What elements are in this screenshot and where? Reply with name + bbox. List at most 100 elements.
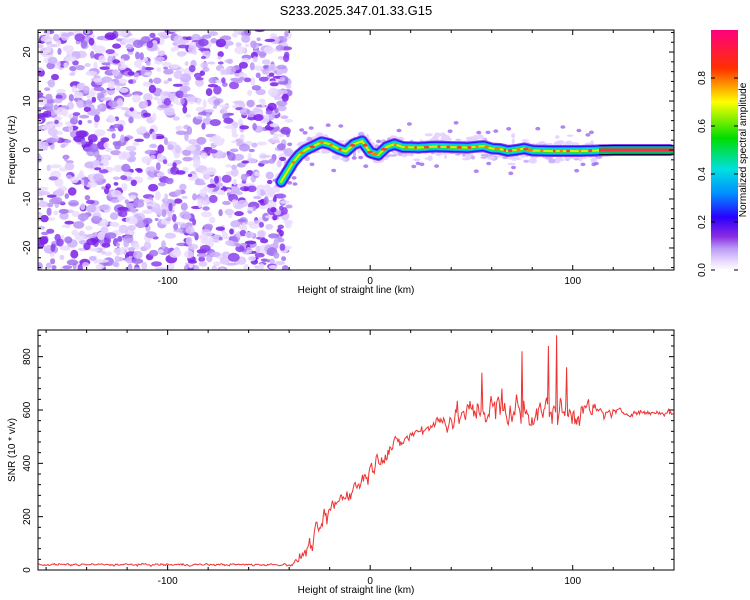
noise-blob — [103, 142, 110, 149]
ridge-halo-blob — [468, 136, 478, 142]
noise-blob — [187, 139, 199, 145]
noise-blob — [173, 223, 179, 230]
noise-blob — [86, 233, 97, 239]
colorbar-gradient — [711, 30, 738, 270]
noise-blob — [71, 85, 77, 93]
noise-blob — [167, 77, 173, 82]
noise-blob — [224, 43, 229, 50]
noise-blob — [243, 187, 249, 192]
noise-blob — [229, 81, 239, 90]
noise-blob — [54, 178, 64, 187]
noise-blob — [163, 80, 169, 85]
ridge-halo-blob — [424, 133, 433, 137]
noise-blob — [198, 256, 206, 263]
noise-blob — [38, 67, 44, 72]
noise-blob — [161, 202, 170, 212]
ridge-halo-blob — [480, 156, 487, 159]
noise-blob — [145, 231, 157, 239]
noise-blob — [246, 109, 251, 115]
noise-blob — [284, 30, 289, 38]
noise-blob — [202, 67, 210, 72]
noise-blob — [214, 175, 219, 184]
ridge-core-blob — [467, 146, 472, 149]
noise-blob — [63, 154, 68, 162]
ridge-halo-blob — [306, 137, 313, 142]
ridge-halo-blob — [358, 155, 364, 160]
noise-blob — [253, 65, 264, 71]
noise-blob — [200, 62, 209, 69]
noise-blob — [172, 83, 183, 87]
noise-blob — [84, 30, 91, 35]
noise-blob — [266, 179, 273, 185]
noise-blob — [117, 206, 129, 212]
ridge-halo-blob — [486, 161, 492, 166]
noise-blob — [154, 218, 159, 221]
y-tick-label: 0 — [22, 567, 33, 573]
ridge-halo-blob — [351, 156, 357, 160]
ridge-halo-blob — [309, 162, 315, 167]
noise-blob — [80, 138, 86, 145]
noise-blob — [129, 207, 137, 214]
noise-blob — [115, 242, 120, 248]
noise-blob — [196, 97, 201, 105]
noise-blob — [194, 144, 202, 152]
noise-blob — [268, 72, 275, 77]
noise-blob — [84, 195, 91, 201]
noise-blob — [182, 105, 188, 114]
noise-blob — [69, 176, 79, 184]
noise-blob — [218, 209, 223, 217]
noise-blob — [96, 259, 109, 263]
ridge-core-blob — [494, 147, 501, 151]
noise-blob — [197, 111, 208, 116]
noise-blob — [267, 102, 277, 111]
noise-blob — [253, 114, 264, 121]
noise-blob — [54, 119, 59, 125]
noise-blob — [93, 248, 99, 252]
noise-blob — [64, 162, 75, 171]
ridge-halo-blob — [471, 155, 475, 160]
noise-blob — [207, 149, 218, 154]
noise-blob — [205, 88, 213, 97]
noise-blob — [101, 242, 111, 248]
noise-blob — [79, 170, 84, 177]
noise-blob — [146, 61, 151, 66]
noise-blob — [172, 213, 177, 223]
noise-blob — [118, 65, 127, 70]
noise-blob — [93, 61, 98, 70]
ridge-halo-blob — [487, 156, 496, 160]
ridge-halo-blob — [376, 139, 382, 144]
noise-blob — [129, 194, 137, 200]
noise-blob — [279, 76, 285, 82]
noise-blob — [207, 84, 218, 88]
noise-blob — [254, 252, 265, 258]
noise-blob — [239, 133, 245, 141]
noise-blob — [63, 62, 69, 68]
noise-blob — [133, 267, 141, 270]
noise-blob — [198, 261, 208, 267]
noise-blob — [262, 65, 270, 69]
noise-blob — [256, 141, 268, 146]
noise-blob — [276, 228, 282, 233]
snr-ylabel: SNR (10 * v/v) — [7, 418, 18, 482]
colorbar-tick-label: 0.8 — [697, 71, 708, 85]
noise-blob — [132, 243, 140, 250]
ridge-halo-blob — [462, 153, 466, 157]
noise-blob — [157, 32, 169, 37]
ridge-halo-blob — [582, 156, 587, 159]
noise-blob — [280, 115, 289, 120]
ridge-core-blob — [291, 160, 295, 164]
noise-blob — [57, 48, 62, 55]
noise-blob — [279, 243, 286, 251]
noise-blob — [148, 166, 156, 172]
noise-blob — [183, 87, 188, 97]
noise-blob — [48, 176, 59, 181]
ridge-halo-blob — [424, 157, 432, 160]
ridge-halo-blob — [299, 128, 305, 132]
y-tick-label: 20 — [22, 46, 33, 58]
noise-blob — [44, 103, 54, 110]
ridge-halo-blob — [566, 134, 574, 137]
noise-blob — [66, 174, 72, 180]
noise-blob — [197, 38, 209, 47]
noise-blob — [222, 200, 231, 206]
noise-blob — [118, 156, 125, 160]
